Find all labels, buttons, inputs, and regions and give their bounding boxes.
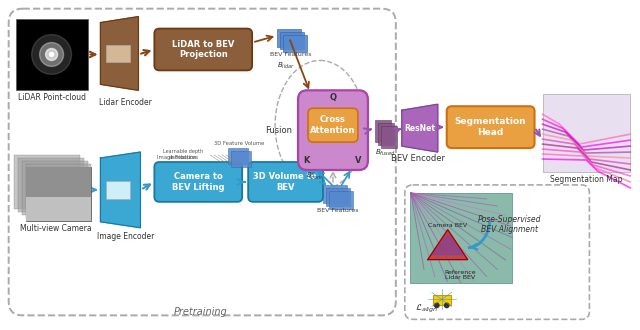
Circle shape [31, 35, 72, 74]
Polygon shape [433, 235, 463, 255]
Text: Segmentation Map: Segmentation Map [550, 175, 623, 184]
FancyBboxPatch shape [298, 90, 368, 170]
Text: Camera to
BEV Lifting: Camera to BEV Lifting [172, 172, 225, 192]
Circle shape [40, 43, 63, 66]
Text: Pretraining: Pretraining [173, 307, 227, 317]
Text: Camera BEV: Camera BEV [428, 223, 467, 228]
Polygon shape [428, 230, 468, 260]
Bar [410, 193, 511, 282]
Text: Q: Q [330, 93, 337, 102]
Bar [326, 188, 350, 206]
Text: $B_{lidar}$: $B_{lidar}$ [277, 60, 295, 71]
Text: 3D Volume to
BEV: 3D Volume to BEV [253, 172, 317, 192]
FancyBboxPatch shape [154, 29, 252, 70]
Text: LiDAR to BEV
Projection: LiDAR to BEV Projection [172, 40, 234, 59]
Bar [329, 191, 353, 209]
Text: Multi-view Camera: Multi-view Camera [20, 224, 92, 233]
Text: $\mathcal{L}_{align}$: $\mathcal{L}_{align}$ [415, 303, 438, 315]
Circle shape [435, 303, 439, 308]
Bar [106, 45, 131, 62]
Text: Reference
Lidar BEV: Reference Lidar BEV [444, 270, 476, 280]
Bar [228, 148, 248, 164]
Text: Segmentation
Head: Segmentation Head [455, 117, 527, 137]
Bar [13, 155, 79, 209]
Bar [22, 161, 88, 215]
Polygon shape [100, 152, 140, 228]
Circle shape [45, 49, 58, 60]
Bar [231, 151, 251, 167]
Text: K: K [303, 155, 309, 165]
Bar [381, 126, 397, 148]
Text: V: V [355, 155, 361, 165]
Bar [18, 158, 83, 212]
Text: Lidar Encoder: Lidar Encoder [99, 98, 152, 107]
Polygon shape [402, 104, 438, 152]
Text: ResNet: ResNet [404, 124, 435, 133]
Bar [543, 94, 630, 172]
Text: Image Features: Image Features [157, 155, 198, 160]
Bar [280, 32, 304, 50]
Text: Fusion: Fusion [265, 126, 292, 135]
FancyBboxPatch shape [308, 108, 358, 142]
Bar [378, 123, 394, 145]
Text: Pose-Supervised
BEV Alignment: Pose-Supervised BEV Alignment [478, 215, 541, 234]
Bar [26, 167, 92, 197]
Text: 3D Feature Volume: 3D Feature Volume [214, 141, 264, 146]
FancyBboxPatch shape [447, 106, 534, 148]
Text: BEV Encoder: BEV Encoder [391, 154, 445, 163]
Bar [106, 181, 131, 199]
Bar [26, 197, 92, 221]
Bar [26, 164, 92, 218]
Circle shape [49, 52, 54, 56]
Bar [323, 185, 347, 203]
Circle shape [445, 303, 449, 308]
Polygon shape [100, 16, 138, 90]
Bar [375, 120, 391, 142]
FancyBboxPatch shape [248, 162, 323, 202]
Bar [26, 167, 92, 221]
Text: LiDAR Point-cloud: LiDAR Point-cloud [17, 93, 86, 102]
Text: Cross
Attention: Cross Attention [310, 115, 356, 135]
Bar [433, 295, 451, 305]
Text: BEV Features: BEV Features [270, 52, 312, 57]
Bar [15, 18, 88, 90]
Text: Learnable depth
distribution: Learnable depth distribution [163, 149, 204, 160]
Text: Image Encoder: Image Encoder [97, 232, 154, 241]
Bar [283, 35, 307, 52]
Text: BEV Features: BEV Features [317, 208, 358, 213]
Text: $B_{fused}$: $B_{fused}$ [374, 148, 395, 158]
FancyBboxPatch shape [154, 162, 242, 202]
Bar [277, 29, 301, 47]
Text: $B^c_{cam}$: $B^c_{cam}$ [306, 171, 323, 183]
